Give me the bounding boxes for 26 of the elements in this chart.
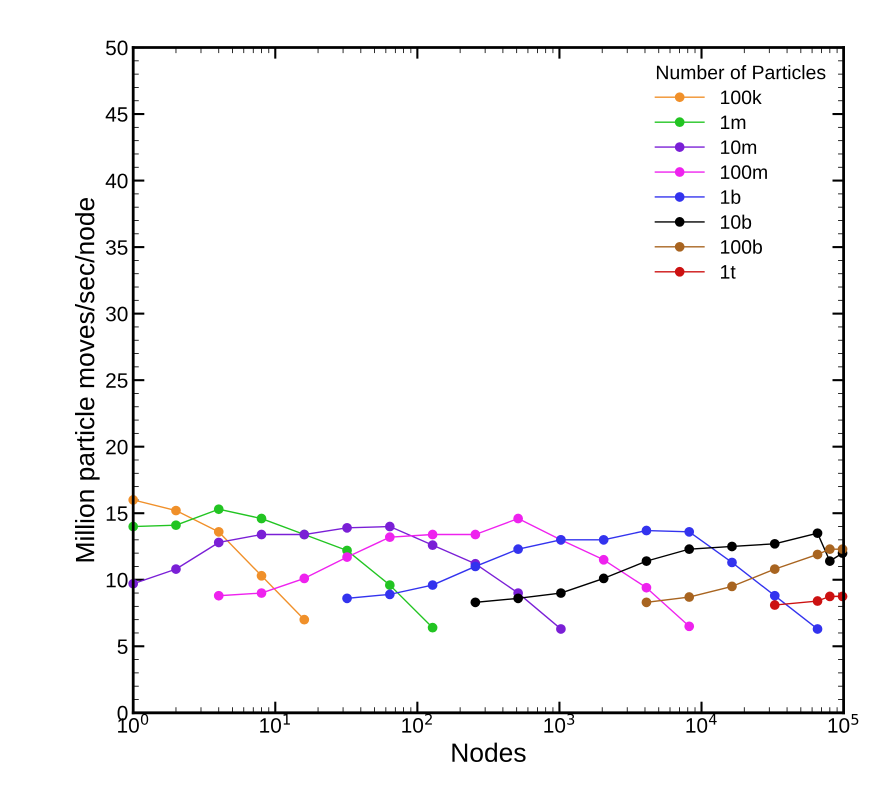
y-tick-label: 15 (106, 506, 128, 521)
x-tick-label: 10$^{2}$ (402, 714, 432, 733)
legend-label: 100m (721, 165, 767, 180)
legend-label: 1t (721, 265, 736, 279)
legend-label: 10b (721, 214, 752, 229)
y-tick-label: 10 (106, 572, 128, 588)
x-tick-label: 10$^{5}$ (828, 714, 858, 733)
legend-label: 1b (721, 190, 740, 204)
y-tick-label: 50 (106, 40, 128, 56)
legend-label: 100k (721, 90, 762, 104)
y-tick-label: 20 (106, 440, 128, 454)
x-axis-title: Nodes (452, 742, 526, 762)
legend-label: 10m (721, 140, 756, 154)
y-tick-label: 25 (106, 373, 128, 388)
legend-title: Number of Particles (656, 65, 826, 80)
y-tick-label: 40 (106, 174, 128, 188)
legend-label: 1m (721, 116, 746, 129)
y-tick-label: 45 (106, 107, 128, 122)
y-axis-title: Million particle moves/sec/node (75, 198, 100, 562)
x-tick-label: 10$^{3}$ (544, 714, 574, 733)
x-tick-label: 10$^{1}$ (260, 714, 290, 733)
y-tick-label: 30 (106, 306, 128, 322)
x-tick-label: 10$^{4}$ (686, 714, 717, 733)
y-tick-label: 5 (118, 639, 128, 654)
legend-label: 100b (721, 240, 762, 254)
y-tick-label: 35 (106, 240, 128, 255)
